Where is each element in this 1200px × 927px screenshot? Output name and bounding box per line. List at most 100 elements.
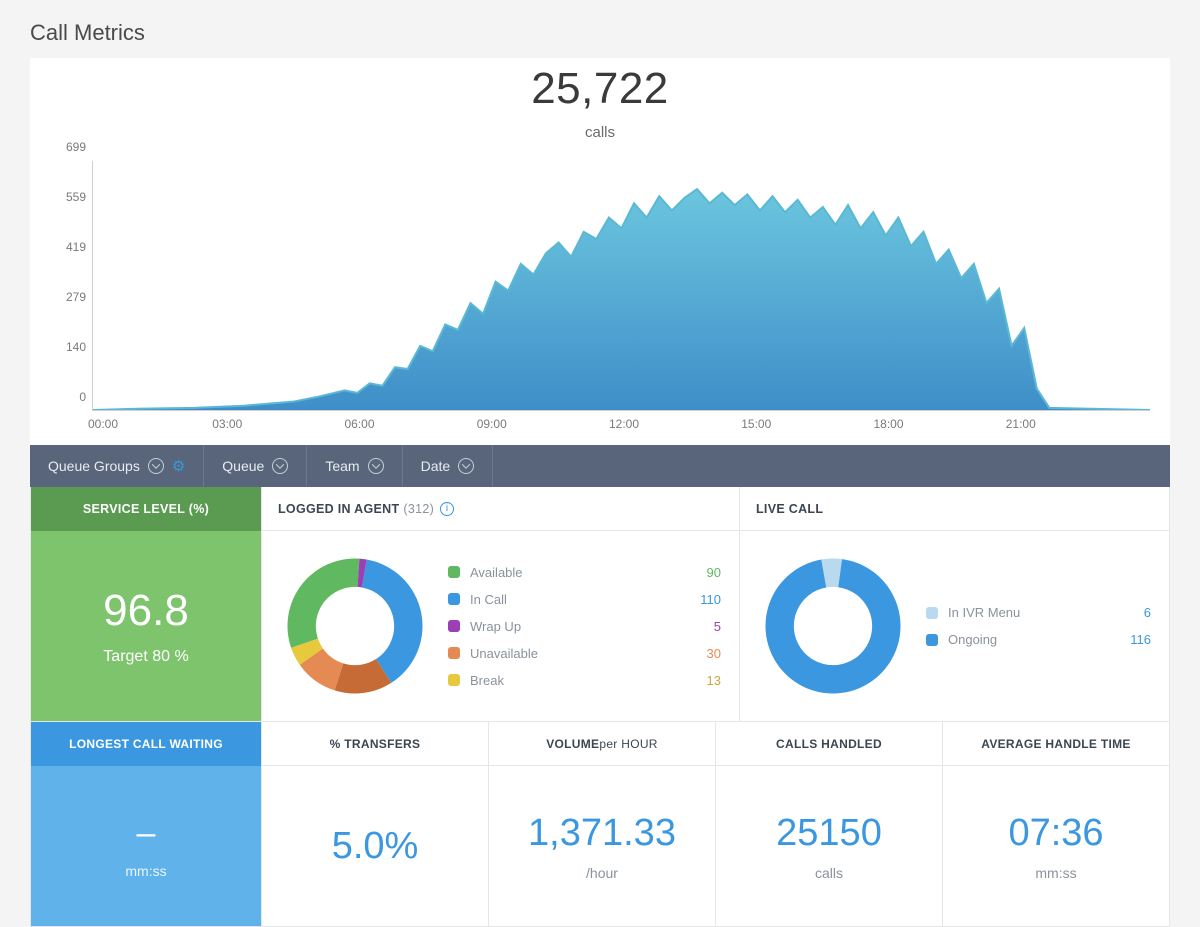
metric-body: 5.0% (262, 766, 488, 926)
metric-body: 25150 calls (716, 766, 942, 926)
live-call-header: LIVE CALL (740, 487, 1169, 531)
service-level-target: Target 80 % (103, 648, 188, 666)
metric-handled: CALLS HANDLED 25150 calls (715, 722, 942, 926)
y-tick: 140 (66, 340, 86, 354)
filter-queue[interactable]: Queue (204, 445, 307, 487)
metric-unit: /hour (586, 865, 618, 881)
gear-icon[interactable]: ⚙ (172, 459, 185, 474)
legend-label: Wrap Up (470, 619, 681, 634)
live-call-body: In IVR Menu6Ongoing116 (740, 531, 1169, 721)
x-tick: 03:00 (212, 417, 344, 431)
logged-in-legend: Available90In Call110Wrap Up5Unavailable… (448, 565, 721, 688)
y-tick: 559 (66, 190, 86, 204)
y-tick: 419 (66, 240, 86, 254)
legend-row: Wrap Up5 (448, 619, 721, 634)
y-tick: 0 (79, 390, 86, 404)
logged-in-header: LOGGED IN AGENT (312) i (262, 487, 739, 531)
legend-row: Available90 (448, 565, 721, 580)
page-title: Call Metrics (30, 20, 1170, 46)
legend-row: Break13 (448, 673, 721, 688)
live-call-title: LIVE CALL (756, 502, 823, 516)
x-tick: 15:00 (741, 417, 873, 431)
x-tick: 06:00 (345, 417, 477, 431)
y-tick: 699 (66, 140, 86, 154)
filter-label: Queue Groups (48, 458, 140, 474)
service-level-header: SERVICE LEVEL (%) (31, 487, 261, 531)
legend-label: Break (470, 673, 681, 688)
metric-value: 1,371.33 (528, 812, 676, 855)
metric-transfers: % TRANSFERS 5.0% (261, 722, 488, 926)
legend-label: In IVR Menu (948, 605, 1111, 620)
filter-team[interactable]: Team (307, 445, 402, 487)
x-tick: 21:00 (1006, 417, 1138, 431)
legend-swatch (448, 566, 460, 578)
info-icon[interactable]: i (440, 502, 454, 516)
filter-date[interactable]: Date (403, 445, 494, 487)
legend-value: 110 (681, 592, 721, 607)
legend-swatch (448, 620, 460, 632)
logged-in-title: LOGGED IN AGENT (278, 502, 399, 516)
metric-longest: LONGEST CALL WAITING – mm:ss (31, 722, 261, 926)
x-tick: 12:00 (609, 417, 741, 431)
chevron-down-icon (368, 458, 384, 474)
legend-value: 90 (681, 565, 721, 580)
logged-in-body: Available90In Call110Wrap Up5Unavailable… (262, 531, 739, 721)
metric-volume: VOLUME per HOUR1,371.33/hour (488, 722, 715, 926)
legend-value: 5 (681, 619, 721, 634)
legend-swatch (926, 634, 938, 646)
metric-unit: calls (815, 865, 843, 881)
metric-value: – (137, 814, 156, 853)
metric-header: VOLUME per HOUR (489, 722, 715, 766)
metric-header: AVERAGE HANDLE TIME (943, 722, 1169, 766)
x-tick: 09:00 (477, 417, 609, 431)
x-tick: 00:00 (88, 417, 220, 431)
legend-row: In Call110 (448, 592, 721, 607)
logged-in-count: (312) (403, 502, 434, 516)
legend-row: Unavailable30 (448, 646, 721, 661)
legend-swatch (448, 674, 460, 686)
metric-unit: mm:ss (125, 863, 166, 879)
legend-swatch (448, 593, 460, 605)
filter-label: Date (421, 458, 451, 474)
chevron-down-icon (148, 458, 164, 474)
legend-value: 13 (681, 673, 721, 688)
filter-queue-groups[interactable]: Queue Groups ⚙ (30, 445, 204, 487)
metric-body: 1,371.33/hour (489, 766, 715, 926)
hero-unit: calls (30, 124, 1170, 141)
metric-value: 5.0% (332, 825, 419, 868)
legend-swatch (926, 607, 938, 619)
metric-value: 25150 (776, 812, 882, 855)
legend-label: Ongoing (948, 632, 1111, 647)
legend-swatch (448, 647, 460, 659)
x-tick: 18:00 (874, 417, 1006, 431)
live-call-donut (758, 551, 908, 701)
hero-total: 25,722 calls (30, 58, 1170, 151)
chevron-down-icon (272, 458, 288, 474)
metric-body: – mm:ss (31, 766, 261, 926)
legend-label: In Call (470, 592, 681, 607)
legend-value: 6 (1111, 605, 1151, 620)
metric-header: CALLS HANDLED (716, 722, 942, 766)
chevron-down-icon (458, 458, 474, 474)
logged-in-donut (280, 551, 430, 701)
metric-unit: mm:ss (1035, 865, 1076, 881)
filter-label: Queue (222, 458, 264, 474)
legend-label: Available (470, 565, 681, 580)
legend-row: In IVR Menu6 (926, 605, 1151, 620)
calls-area-chart: 0140279419559699 00:0003:0006:0009:0012:… (30, 151, 1170, 445)
metric-value: 07:36 (1008, 812, 1103, 855)
filter-bar: Queue Groups ⚙ Queue Team Date (30, 445, 1170, 487)
service-level-value: 96.8 (103, 586, 189, 636)
live-call-legend: In IVR Menu6Ongoing116 (926, 605, 1151, 647)
metric-header: LONGEST CALL WAITING (31, 722, 261, 766)
legend-value: 116 (1111, 632, 1151, 647)
hero-value: 25,722 (30, 64, 1170, 114)
metric-body: 07:36 mm:ss (943, 766, 1169, 926)
metric-aht: AVERAGE HANDLE TIME 07:36 mm:ss (942, 722, 1169, 926)
metric-header: % TRANSFERS (262, 722, 488, 766)
legend-label: Unavailable (470, 646, 681, 661)
legend-value: 30 (681, 646, 721, 661)
service-level-tile: 96.8 Target 80 % (31, 531, 261, 721)
legend-row: Ongoing116 (926, 632, 1151, 647)
y-tick: 279 (66, 290, 86, 304)
